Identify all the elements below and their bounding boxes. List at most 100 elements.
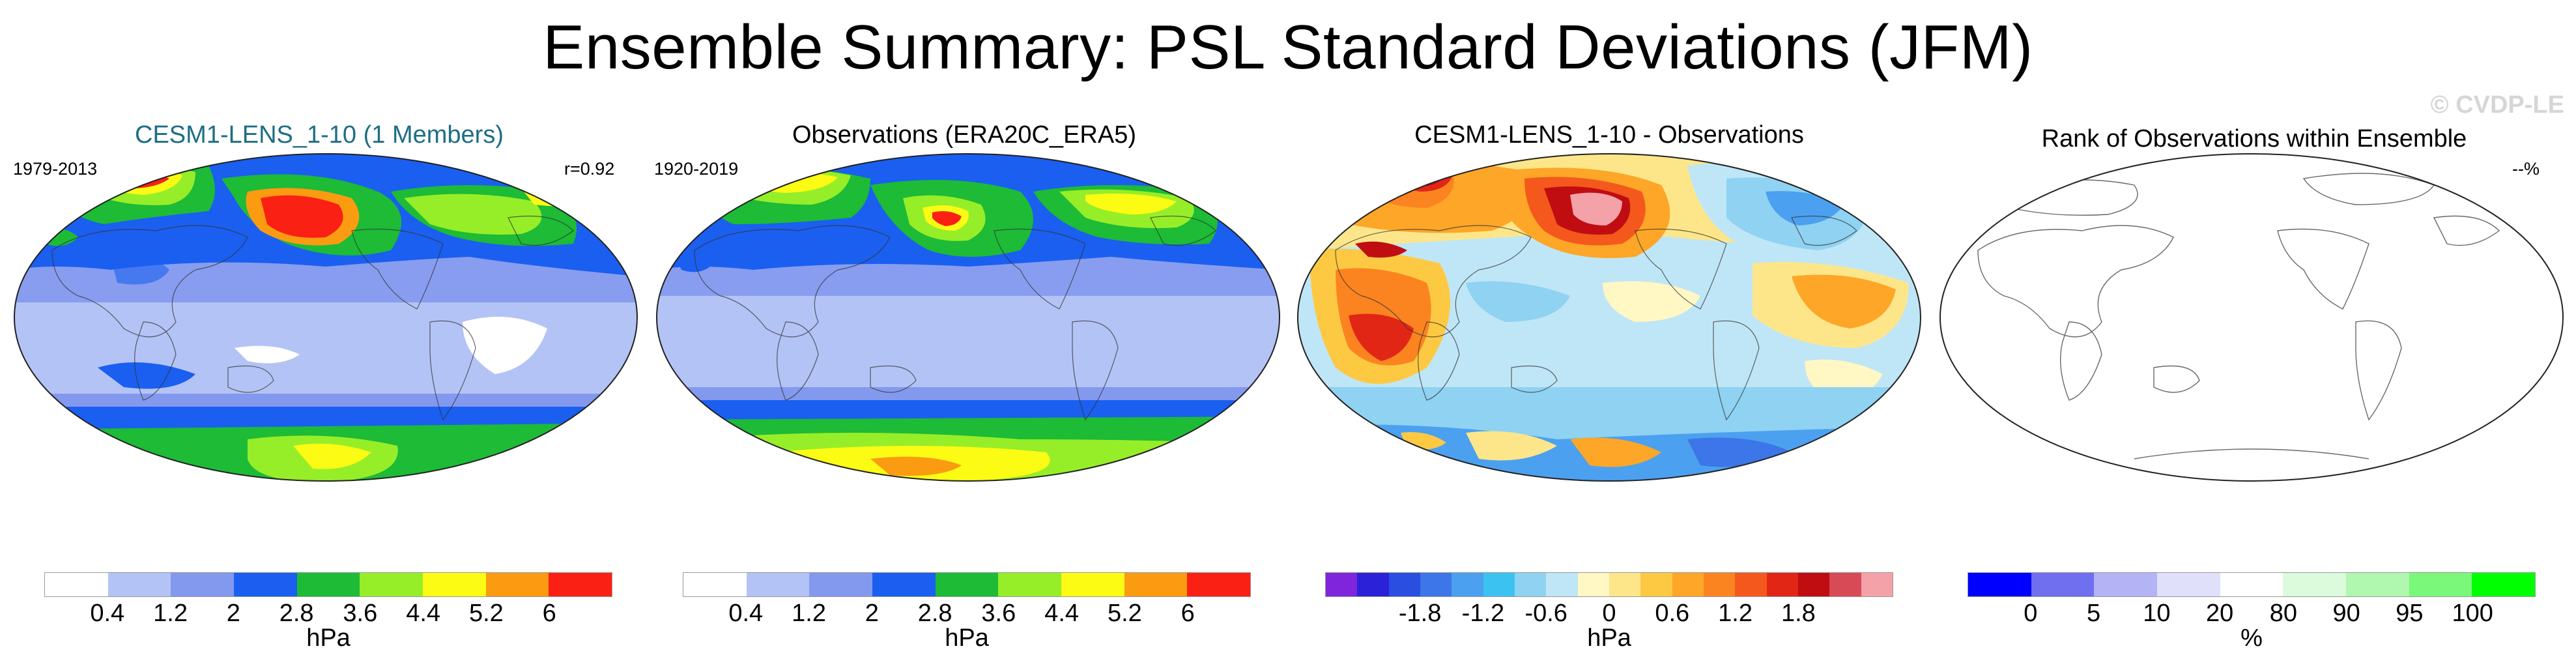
panel-3-colorbar-bin: [1672, 573, 1704, 596]
panel-3-colorbar-bin: [1483, 573, 1515, 596]
panel-1-colorbar: [44, 572, 612, 597]
panel-3-colorbar-bin: [1546, 573, 1578, 596]
panel-1-correlation: r=0.92: [564, 159, 615, 179]
panel-1-colorbar-bin: [234, 573, 297, 596]
panel-2-tick: 3.6: [981, 600, 1016, 627]
panel-3-colorbar-bin: [1829, 573, 1861, 596]
panel-2-colorbar-bin: [1124, 573, 1188, 596]
panel-2-tick: 2: [865, 600, 879, 627]
panel-4-colorbar-ticks: 0 5 10 20 80 90 95 100: [1968, 600, 2536, 630]
panel-4-colorbar-bin: [2283, 573, 2347, 596]
panel-1-tick: 2: [226, 600, 240, 627]
panel-3-colorbar-bin: [1326, 573, 1358, 596]
panel-3-tick: 1.8: [1781, 600, 1816, 627]
panel-2-colorbar-bin: [1061, 573, 1124, 596]
panel-2-colorbar-ticks: 0.4 1.2 2 2.8 3.6 4.4 5.2 6: [683, 600, 1251, 630]
panel-4-tick: 5: [2087, 600, 2101, 627]
panel-1-colorbar-bin: [171, 573, 235, 596]
panel-4-colorbar: [1968, 572, 2536, 597]
panel-1-tick: 0.4: [90, 600, 125, 627]
panel-3-colorbar: [1325, 572, 1893, 597]
figure-title: Ensemble Summary: PSL Standard Deviation…: [543, 12, 2033, 82]
panel-3-colorbar-bin: [1357, 573, 1389, 596]
panel-4-rank-value: --%: [2512, 159, 2540, 179]
panel-3-colorbar-bin: [1388, 573, 1420, 596]
panel-2-tick: 5.2: [1107, 600, 1142, 627]
panel-4-map: [1939, 153, 2564, 482]
panel-4-unit: %: [2240, 624, 2263, 652]
panel-2-colorbar-bin: [935, 573, 999, 596]
panel-3-colorbar-bin: [1797, 573, 1830, 596]
panel-4-tick: 100: [2452, 600, 2493, 627]
panel-2-colorbar-bin: [998, 573, 1062, 596]
panel-1-tick: 4.4: [406, 600, 441, 627]
panel-1-tick: 3.6: [343, 600, 378, 627]
panel-3-colorbar-bin: [1640, 573, 1672, 596]
panel-1-colorbar-bin: [423, 573, 486, 596]
panel-1-title: CESM1-LENS_1-10 (1 Members): [135, 121, 504, 149]
panel-4-colorbar-bin: [1968, 573, 2031, 596]
panel-2-tick: 4.4: [1044, 600, 1080, 627]
panel-2-map: [656, 153, 1280, 482]
panel-1-map: [14, 153, 638, 482]
panel-3-colorbar-bin: [1514, 573, 1547, 596]
panel-4-tick: 20: [2206, 600, 2234, 627]
panel-4-colorbar-bin: [2157, 573, 2220, 596]
panel-2-title: Observations (ERA20C_ERA5): [792, 121, 1136, 149]
panel-4-colorbar-bin: [2346, 573, 2409, 596]
panel-3-tick: -1.2: [1461, 600, 1505, 627]
panel-2-colorbar: [683, 572, 1251, 597]
panel-3-tick: -0.6: [1524, 600, 1567, 627]
panel-3-colorbar-bin: [1420, 573, 1452, 596]
panel-4-tick: 10: [2143, 600, 2171, 627]
panel-3-colorbar-bin: [1766, 573, 1798, 596]
panel-1-colorbar-ticks: 0.4 1.2 2 2.8 3.6 4.4 5.2 6: [44, 600, 612, 630]
panel-4-tick: 80: [2269, 600, 2297, 627]
panel-4-colorbar-bin: [2409, 573, 2472, 596]
panel-3-colorbar-bin: [1703, 573, 1736, 596]
panel-2-colorbar-bin: [1187, 573, 1251, 596]
panel-3-colorbar-ticks: -1.8 -1.2 -0.6 0 0.6 1.2 1.8: [1325, 600, 1893, 630]
panel-4-tick: 95: [2396, 600, 2424, 627]
panel-2-colorbar-bin: [683, 573, 747, 596]
panel-1-period: 1979-2013: [13, 159, 98, 179]
panel-1-tick: 5.2: [468, 600, 504, 627]
panel-3-unit: hPa: [1587, 624, 1631, 652]
panel-4-colorbar-bin: [2031, 573, 2095, 596]
panel-2-tick: 6: [1181, 600, 1195, 627]
panel-3-tick: 0.6: [1655, 600, 1690, 627]
panel-2-unit: hPa: [945, 624, 989, 652]
panel-4-title: Rank of Observations within Ensemble: [2041, 125, 2467, 153]
panel-3-colorbar-bin: [1735, 573, 1767, 596]
panel-1-colorbar-bin: [107, 573, 171, 596]
panel-4-colorbar-bin: [2094, 573, 2158, 596]
panel-2-tick: 1.2: [792, 600, 826, 627]
panel-3-colorbar-bin: [1861, 573, 1893, 596]
panel-1-tick: 6: [542, 600, 556, 627]
panel-1-colorbar-bin: [549, 573, 612, 596]
panel-1-colorbar-bin: [485, 573, 549, 596]
panel-4-tick: 90: [2332, 600, 2360, 627]
panel-1-colorbar-bin: [296, 573, 360, 596]
panel-3-tick: 1.2: [1718, 600, 1753, 627]
panel-3-colorbar-bin: [1577, 573, 1609, 596]
panel-2-tick: 0.4: [728, 600, 764, 627]
panel-3-tick: 0: [1602, 600, 1616, 627]
panel-2-colorbar-bin: [809, 573, 873, 596]
watermark: © CVDP-LE: [2430, 91, 2564, 119]
panel-1-tick: 2.8: [279, 600, 314, 627]
panel-1-colorbar-bin: [45, 573, 108, 596]
panel-2-colorbar-bin: [872, 573, 936, 596]
panel-2-tick: 2.8: [917, 600, 952, 627]
panel-3-map: [1297, 153, 1921, 482]
panel-3-colorbar-bin: [1609, 573, 1641, 596]
panel-4-colorbar-bin: [2472, 573, 2536, 596]
panel-4-colorbar-bin: [2220, 573, 2283, 596]
panel-2-colorbar-bin: [746, 573, 810, 596]
panel-3-tick: -1.8: [1398, 600, 1442, 627]
panel-4-tick: 0: [2024, 600, 2038, 627]
panel-1-unit: hPa: [306, 624, 351, 652]
panel-3-title: CESM1-LENS_1-10 - Observations: [1414, 121, 1804, 149]
panel-1-tick: 1.2: [153, 600, 188, 627]
panel-1-colorbar-bin: [360, 573, 423, 596]
